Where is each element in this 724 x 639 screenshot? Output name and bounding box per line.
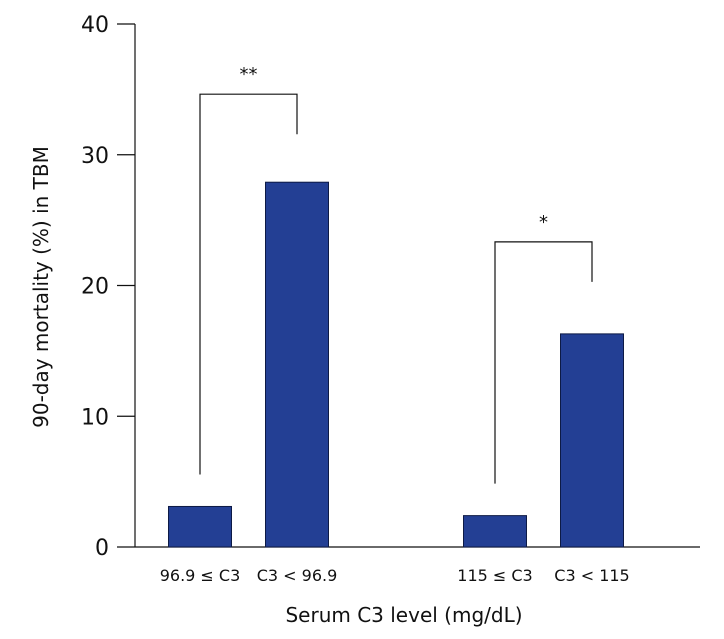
y-tick-label: 20	[81, 275, 109, 300]
x-axis-title: Serum C3 level (mg/dL)	[285, 603, 522, 627]
significance-marker: *	[539, 212, 548, 233]
y-axis: 0 10 20 30 40	[81, 13, 136, 561]
bar	[168, 505, 232, 548]
significance-brackets: ***	[199, 64, 593, 484]
category-label: 115 ≤ C3	[457, 566, 532, 585]
significance-marker: **	[240, 64, 258, 85]
y-axis-title: 90-day mortality (%) in TBM	[29, 146, 53, 428]
significance-bracket	[494, 241, 593, 484]
category-label: C3 < 96.9	[257, 566, 338, 585]
category-labels: 96.9 ≤ C3 C3 < 96.9 115 ≤ C3 C3 < 115	[160, 566, 630, 585]
y-tick-label: 10	[81, 405, 109, 430]
y-tick-label: 30	[81, 144, 109, 169]
y-tick-label: 0	[95, 536, 109, 561]
bar	[560, 333, 624, 548]
bar	[265, 181, 329, 548]
category-label: C3 < 115	[554, 566, 629, 585]
bars	[168, 181, 624, 548]
bar	[463, 515, 527, 548]
y-tick-label: 40	[81, 13, 109, 38]
significance-bracket	[199, 93, 298, 475]
category-label: 96.9 ≤ C3	[160, 566, 241, 585]
